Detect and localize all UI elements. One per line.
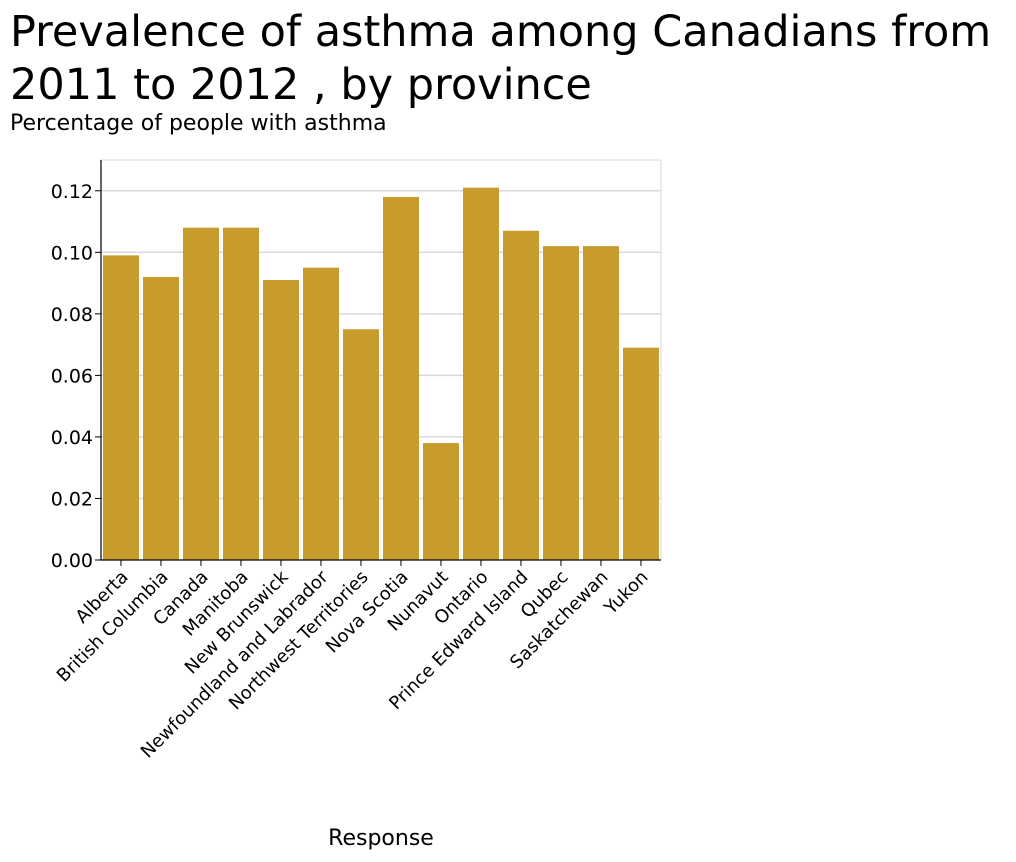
bar xyxy=(223,227,259,560)
bar xyxy=(263,280,299,560)
y-tick-label: 0.12 xyxy=(51,181,93,203)
bars xyxy=(103,187,659,560)
y-tick-label: 0.08 xyxy=(51,304,93,326)
x-axis-title: Response xyxy=(328,826,434,851)
y-tick-label: 0.06 xyxy=(51,365,93,387)
bar xyxy=(383,196,419,560)
y-tick-label: 0.10 xyxy=(51,242,93,264)
bar xyxy=(623,347,659,560)
bar xyxy=(463,187,499,560)
bar xyxy=(183,227,219,560)
x-tick-label: Yukon xyxy=(600,567,653,620)
y-tick-label: 0.00 xyxy=(51,550,93,572)
bar xyxy=(423,443,459,560)
y-tick-label: 0.04 xyxy=(51,427,93,449)
chart-subtitle: Percentage of people with asthma xyxy=(10,111,387,136)
chart-title: Prevalence of asthma among Canadians fro… xyxy=(10,7,992,110)
y-tick-label: 0.02 xyxy=(51,488,93,510)
y-axis: 0.00 0.02 0.04 0.06 0.08 0.10 0.12 xyxy=(51,160,102,572)
bar xyxy=(303,267,339,560)
bar xyxy=(583,246,619,560)
bar xyxy=(343,329,379,560)
bar xyxy=(543,246,579,560)
bar xyxy=(503,230,539,560)
bar xyxy=(103,255,139,560)
bar xyxy=(143,276,179,560)
